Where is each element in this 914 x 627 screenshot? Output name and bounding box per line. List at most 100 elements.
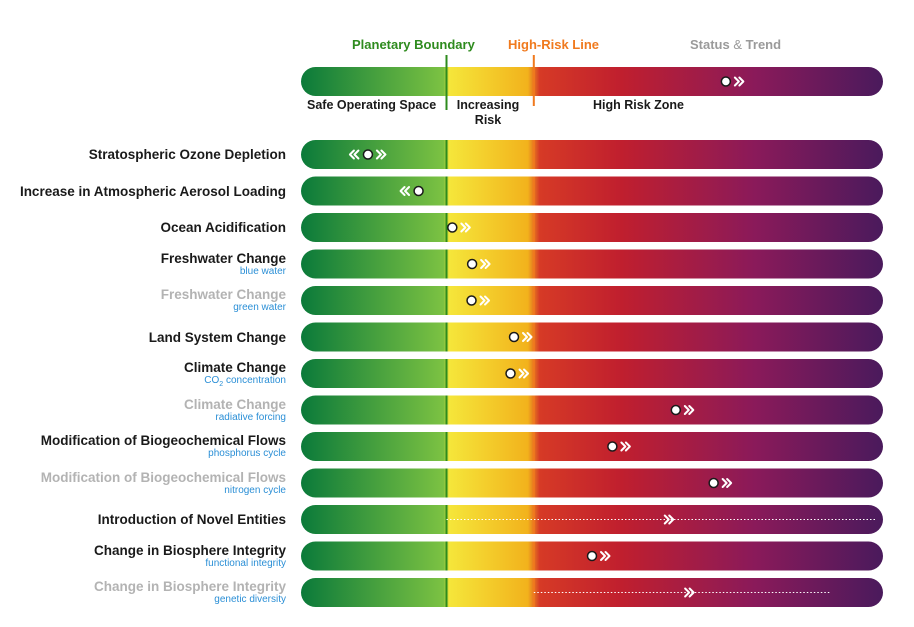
row-label-3: Ocean Acidification xyxy=(160,220,286,235)
status-dot-1 xyxy=(362,149,374,160)
row-label-2: Increase in Atmospheric Aerosol Loading xyxy=(20,184,286,199)
trend-icon-11-path xyxy=(663,514,675,525)
status-dot-8 xyxy=(670,404,682,416)
trend-icon-6-path xyxy=(522,332,533,342)
trend-icon-7-path xyxy=(518,368,530,379)
row-label-11: Introduction of Novel Entities xyxy=(98,512,286,527)
trend-icon-5 xyxy=(479,295,491,306)
row-subtitle-8: radiative forcing xyxy=(215,411,286,423)
row-subtitle-12: functional integrity xyxy=(205,557,286,569)
trend-icon-10 xyxy=(721,478,733,488)
row-title-11: Introduction of Novel Entities xyxy=(97,512,286,527)
safe-zone-label: Safe Operating Space xyxy=(307,98,437,112)
trend-icon-2-path xyxy=(399,186,411,196)
status-bar-6 xyxy=(301,322,883,352)
trend-icon-right-1 xyxy=(375,149,387,160)
trend-icon-9-path xyxy=(620,441,631,452)
row-label-4: Freshwater Change blue water xyxy=(161,251,286,278)
status-bar-1 xyxy=(301,140,883,169)
row-title-10: Modification of Biogeochemical Flows xyxy=(40,469,286,485)
trend-icon-12-path xyxy=(600,551,611,561)
row-title-12: Change in Biosphere Integrity xyxy=(93,542,286,558)
row-label-12: Change in Biosphere Integrity functional … xyxy=(94,543,286,570)
trend-icon-4-path xyxy=(480,259,491,269)
trend-icon-2 xyxy=(399,186,411,196)
increasing-risk-label: Increasing Risk xyxy=(452,98,524,128)
row-title-8: Climate Change xyxy=(183,396,286,412)
trend-icon-4 xyxy=(480,259,491,269)
status-bar-2 xyxy=(301,176,883,206)
status-bar-5 xyxy=(301,286,883,315)
trend-icon-3 xyxy=(460,222,471,233)
row-label-7: Climate Change CO2 concentration xyxy=(184,360,286,391)
row-title-6: Land System Change xyxy=(148,329,286,345)
trend-icon-left-1-path xyxy=(348,149,360,160)
row-label-1: Stratospheric Ozone Depletion xyxy=(89,147,286,162)
row-subtitle-9: phosphorus cycle xyxy=(208,448,286,459)
planetary-boundary-label: Planetary Boundary xyxy=(352,37,475,52)
row-subtitle-4: blue water xyxy=(239,265,286,277)
status-dot-2 xyxy=(413,185,424,197)
status-bar-13 xyxy=(301,578,883,607)
status-bar-10 xyxy=(301,468,883,498)
trend-icon-left-1 xyxy=(348,149,360,160)
amp-word: & xyxy=(733,37,743,52)
row-subtitle-5: green water xyxy=(233,302,286,313)
legend-status-dot xyxy=(720,76,732,87)
row-subtitle-13: genetic diversity xyxy=(214,594,286,605)
row-label-9: Modification of Biogeochemical Flows phos… xyxy=(41,433,286,460)
high-risk-line-label: High-Risk Line xyxy=(508,37,600,52)
status-dot-9 xyxy=(607,441,618,452)
trend-icon-11 xyxy=(663,514,675,525)
status-trend-label: Status & Trend xyxy=(690,37,781,52)
legend-bar xyxy=(301,67,883,96)
legend-trend-icon-path xyxy=(733,76,745,87)
legend-trend-icon xyxy=(733,76,745,87)
trend-icon-5-path xyxy=(479,295,491,306)
trend-icon-13-path xyxy=(684,587,695,598)
row-label-13: Change in Biosphere Integrity genetic div… xyxy=(94,579,286,606)
status-bar-3 xyxy=(301,213,883,242)
status-dot-3 xyxy=(447,222,458,233)
row-title-1: Stratospheric Ozone Depletion xyxy=(88,147,286,162)
row-title-4: Freshwater Change xyxy=(160,250,286,266)
status-bar-9 xyxy=(301,432,883,461)
trend-icon-13 xyxy=(684,587,695,598)
status-bar-8 xyxy=(301,395,883,425)
high-risk-zone-label: High Risk Zone xyxy=(593,98,684,112)
row-label-10: Modification of Biogeochemical Flows nitr… xyxy=(41,470,286,497)
row-title-13: Change in Biosphere Integrity xyxy=(93,579,286,594)
status-dot-12 xyxy=(586,550,598,562)
status-bar-4 xyxy=(301,249,883,279)
status-dot-7 xyxy=(505,368,516,379)
row-subtitle-10: nitrogen cycle xyxy=(224,484,286,496)
status-dot-4 xyxy=(466,258,478,270)
row-title-9: Modification of Biogeochemical Flows xyxy=(40,433,286,448)
status-dot-5 xyxy=(466,295,477,306)
row-title-5: Freshwater Change xyxy=(160,287,286,302)
trend-icon-3-path xyxy=(460,222,471,233)
status-dot-10 xyxy=(708,477,719,489)
trend-word: Trend xyxy=(745,37,782,52)
status-bar-11 xyxy=(301,505,883,534)
row-label-8: Climate Change radiative forcing xyxy=(184,397,286,424)
trend-icon-10-path xyxy=(721,478,733,488)
row-subtitle-7: CO2 concentration xyxy=(204,375,286,388)
row-title-2: Increase in Atmospheric Aerosol Loading xyxy=(19,183,286,199)
status-dot-6 xyxy=(508,331,520,343)
trend-icon-9 xyxy=(620,441,631,452)
trend-icon-6 xyxy=(522,332,533,342)
status-word: Status xyxy=(690,37,730,52)
trend-icon-8 xyxy=(683,405,695,415)
trend-icon-12 xyxy=(600,551,611,561)
trend-icon-7 xyxy=(518,368,530,379)
trend-icon-8-path xyxy=(683,405,695,415)
row-label-6: Land System Change xyxy=(149,330,286,345)
increasing-word: Increasing xyxy=(456,98,520,112)
row-label-5: Freshwater Change green water xyxy=(161,287,286,314)
trend-icon-right-1-path xyxy=(375,149,387,160)
row-title-3: Ocean Acidification xyxy=(160,220,286,235)
status-bar-7 xyxy=(301,359,883,388)
risk-word: Risk xyxy=(474,113,502,127)
